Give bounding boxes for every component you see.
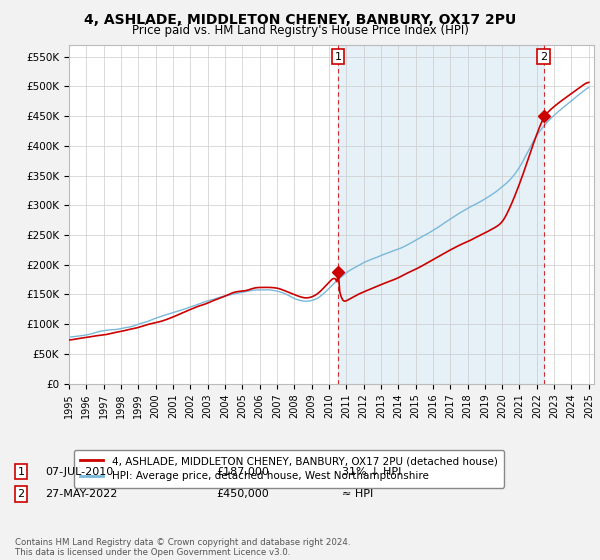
Text: 1: 1 (17, 466, 25, 477)
Text: 27-MAY-2022: 27-MAY-2022 (45, 489, 118, 499)
Text: ≈ HPI: ≈ HPI (342, 489, 373, 499)
Text: 2: 2 (540, 52, 547, 62)
Text: 1: 1 (334, 52, 341, 62)
Text: 4, ASHLADE, MIDDLETON CHENEY, BANBURY, OX17 2PU: 4, ASHLADE, MIDDLETON CHENEY, BANBURY, O… (84, 13, 516, 27)
Legend: 4, ASHLADE, MIDDLETON CHENEY, BANBURY, OX17 2PU (detached house), HPI: Average p: 4, ASHLADE, MIDDLETON CHENEY, BANBURY, O… (74, 450, 504, 488)
Bar (338, 45, 544, 384)
Text: £450,000: £450,000 (216, 489, 269, 499)
Text: 07-JUL-2010: 07-JUL-2010 (45, 466, 113, 477)
Text: Contains HM Land Registry data © Crown copyright and database right 2024.
This d: Contains HM Land Registry data © Crown c… (15, 538, 350, 557)
Text: 2: 2 (17, 489, 25, 499)
Text: Price paid vs. HM Land Registry's House Price Index (HPI): Price paid vs. HM Land Registry's House … (131, 24, 469, 37)
Text: £187,000: £187,000 (216, 466, 269, 477)
Text: 31% ↓ HPI: 31% ↓ HPI (342, 466, 401, 477)
